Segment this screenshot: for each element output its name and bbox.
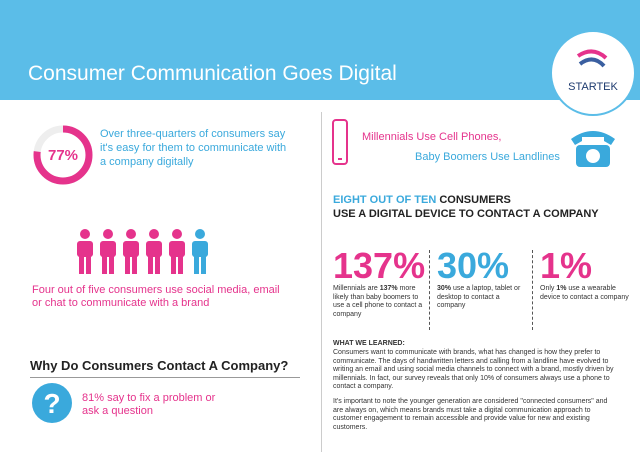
person — [100, 229, 116, 274]
stat-desc: Millennials are 137% more likely than ba… — [333, 285, 423, 319]
logo: STARTEK — [550, 30, 636, 116]
landline-icon — [571, 131, 615, 167]
people-icons — [77, 229, 208, 274]
stat-desc-part: more likely than baby boomers to use a c… — [333, 285, 423, 318]
donut-label: 77% — [48, 147, 78, 164]
why-text: 81% say to fix a problem or ask a questi… — [82, 392, 216, 417]
question-icon: ? — [32, 383, 72, 423]
cellphone-icon — [332, 119, 348, 165]
learned-p2: It's important to note the younger gener… — [333, 398, 608, 431]
stat-big: 137% — [333, 245, 426, 286]
banner — [0, 0, 640, 100]
stat-desc-part: use a laptop, tablet or desktop to conta… — [437, 285, 521, 309]
person — [146, 229, 162, 274]
headline-rest: USE A DIGITAL DEVICE TO CONTACT A COMPAN… — [333, 208, 599, 220]
headline: EIGHT OUT OF TEN CONSUMERS USE A DIGITAL… — [333, 193, 599, 221]
person — [123, 229, 139, 274]
social-text: Four out of five consumers use social me… — [32, 284, 280, 309]
logo-text: STARTEK — [568, 81, 618, 93]
devices-line2: Baby Boomers Use Landlines — [415, 151, 560, 163]
donut-arc — [33, 125, 93, 185]
svg-text:?: ? — [43, 388, 60, 419]
stat-divider — [532, 250, 533, 330]
stat-desc-part: 1% — [556, 285, 567, 292]
stat-desc-part: 30% — [437, 285, 452, 292]
why-heading: Why Do Consumers Contact A Company? — [30, 358, 289, 373]
stat-desc-part: 137% — [379, 285, 398, 292]
title: Consumer Communication Goes Digital — [28, 62, 397, 85]
headline-rest: CONSUMERS — [439, 194, 511, 206]
stat-desc-part: use a wearable device to contact a compa… — [540, 285, 629, 301]
stat-big: 1% — [540, 245, 593, 286]
learned-heading: WHAT WE LEARNED: — [333, 340, 405, 347]
donut: 77% — [33, 125, 93, 185]
person — [77, 229, 93, 274]
person — [169, 229, 185, 274]
divider — [321, 112, 322, 452]
stat-desc: 30% use a laptop, tablet or desktop to c… — [437, 285, 527, 311]
headline-highlight: EIGHT OUT OF TEN — [333, 194, 437, 206]
stat-big: 30% — [437, 245, 510, 286]
rule — [30, 377, 300, 378]
person — [192, 229, 208, 274]
stat-desc-part: Only — [540, 285, 557, 292]
stat-divider — [429, 250, 430, 330]
stat-desc-part: Millennials are — [333, 285, 380, 292]
learned-p1: Consumers want to communicate with brand… — [333, 349, 614, 390]
devices-line1: Millennials Use Cell Phones, — [362, 131, 502, 143]
stat-desc: Only 1% use a wearable device to contact… — [540, 285, 630, 302]
ease-text: Over three-quarters of consumers say it'… — [100, 128, 287, 168]
